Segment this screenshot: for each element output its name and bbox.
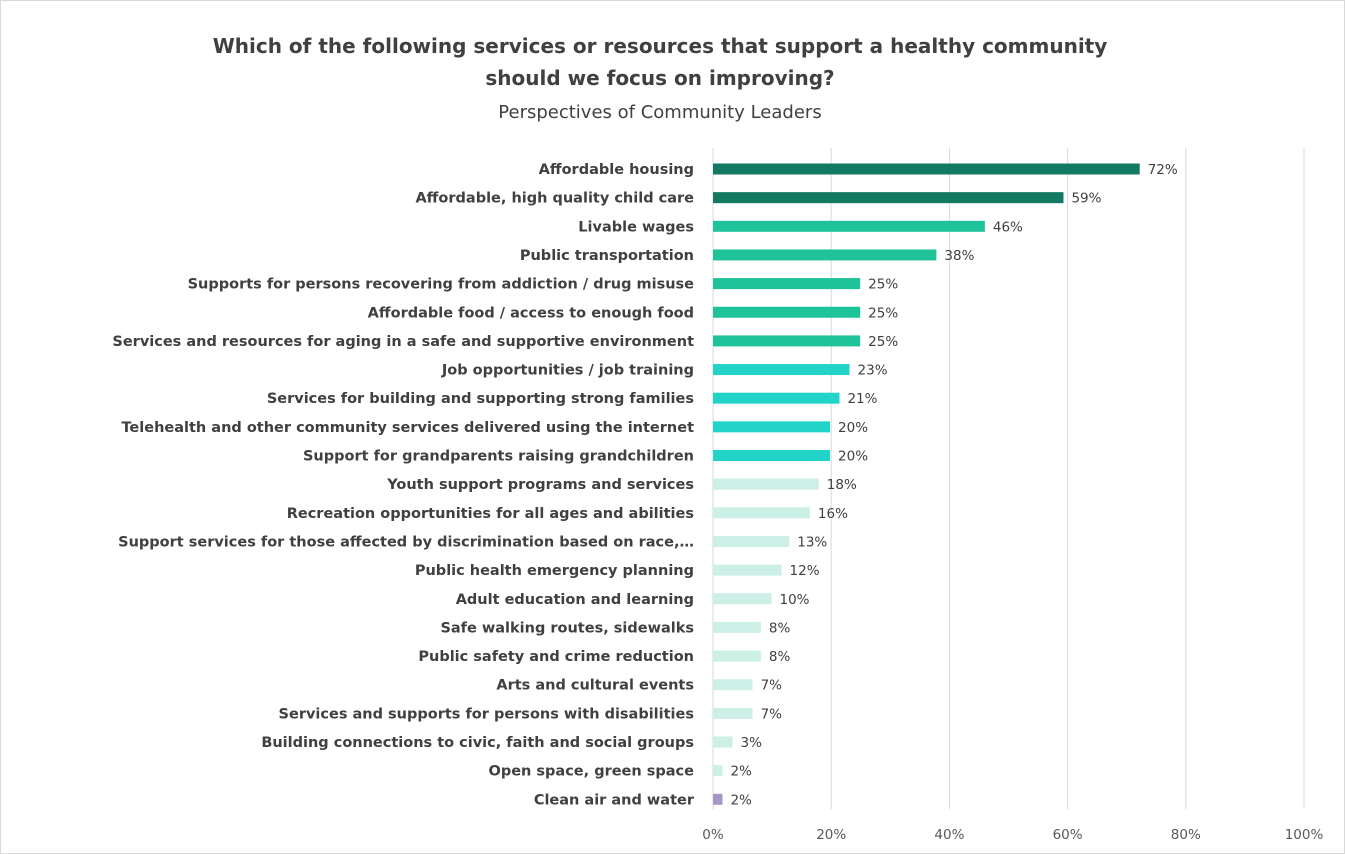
category-label: Affordable, high quality child care — [415, 191, 694, 207]
data-label: 21% — [847, 391, 877, 407]
data-label: 23% — [858, 363, 888, 379]
data-label: 59% — [1071, 191, 1101, 207]
category-label: Telehealth and other community services … — [121, 420, 694, 436]
bar — [713, 450, 831, 461]
x-tick-label: 0% — [702, 827, 724, 843]
bar — [713, 765, 723, 777]
bar — [713, 564, 782, 576]
data-label: 7% — [761, 706, 783, 722]
bar — [713, 478, 819, 490]
category-label: Clean air and water — [534, 792, 695, 808]
bar — [713, 392, 840, 404]
category-label: Recreation opportunities for all ages an… — [287, 506, 694, 522]
category-label: Support for grandparents raising grandch… — [303, 449, 694, 465]
chart-subtitle: Perspectives of Community Leaders — [498, 102, 822, 123]
category-label: Supports for persons recovering from add… — [188, 277, 695, 293]
data-label: 2% — [730, 792, 752, 808]
data-label: 8% — [769, 649, 791, 665]
category-label: Building connections to civic, faith and… — [261, 735, 694, 751]
category-label: Affordable housing — [539, 162, 694, 178]
data-label: 38% — [944, 248, 974, 264]
data-labels: 72% 59% 46% 38% 25% 25% 25% 23% 21% 20% 20% 18% 16% 1… — [730, 162, 1177, 808]
data-label: 25% — [868, 277, 898, 293]
bar — [713, 621, 761, 633]
category-label: Public safety and crime reduction — [418, 649, 694, 665]
data-label: 46% — [993, 219, 1023, 235]
category-label: Arts and cultural events — [496, 678, 694, 694]
bar — [713, 192, 1064, 204]
data-label: 16% — [818, 506, 848, 522]
category-label: Safe walking routes, sidewalks — [440, 620, 694, 636]
bar — [713, 163, 1140, 175]
category-label: Public health emergency planning — [415, 563, 694, 579]
bar — [713, 421, 831, 433]
category-label: Public transportation — [520, 248, 694, 264]
bar — [713, 707, 753, 719]
data-label: 8% — [769, 620, 791, 636]
category-label: Services and supports for persons with d… — [279, 706, 694, 722]
category-label: Job opportunities / job training — [441, 363, 694, 379]
category-label: Services for building and supporting str… — [267, 391, 694, 407]
data-label: 10% — [780, 592, 810, 608]
bar — [713, 306, 861, 318]
gridlines — [712, 148, 1305, 809]
bar — [713, 249, 937, 261]
category-label: Services and resources for aging in a sa… — [112, 334, 694, 350]
x-tick-label: 100% — [1285, 827, 1324, 843]
data-label: 72% — [1148, 162, 1178, 178]
data-label: 13% — [797, 534, 827, 550]
x-tick-label: 40% — [934, 827, 964, 843]
bar — [713, 220, 985, 232]
bar — [713, 593, 772, 605]
bar — [713, 364, 850, 376]
x-tick-label: 20% — [816, 827, 846, 843]
bar — [713, 507, 810, 519]
data-label: 12% — [790, 563, 820, 579]
category-label: Youth support programs and services — [386, 477, 694, 493]
data-label: 3% — [741, 735, 763, 751]
category-label: Open space, green space — [489, 764, 695, 780]
x-tick-label: 60% — [1053, 827, 1083, 843]
bar — [713, 793, 723, 805]
category-label: Livable wages — [578, 219, 694, 235]
bar — [713, 335, 861, 347]
bar — [713, 278, 861, 290]
bars — [713, 163, 1140, 805]
x-tick-label: 80% — [1171, 827, 1201, 843]
category-labels: Affordable housing Affordable, high quali… — [112, 162, 694, 808]
data-label: 7% — [761, 678, 783, 694]
bar — [713, 535, 790, 547]
bar — [713, 736, 733, 748]
bar — [713, 679, 753, 691]
chart-title: Which of the following services or resou… — [212, 34, 1108, 90]
bar — [713, 650, 761, 662]
data-label: 25% — [868, 305, 898, 321]
data-label: 18% — [827, 477, 857, 493]
data-label: 20% — [838, 449, 868, 465]
category-label: Affordable food / access to enough food — [368, 305, 694, 321]
category-label: Support services for those affected by d… — [118, 534, 694, 550]
data-label: 25% — [868, 334, 898, 350]
x-axis-ticks: 0% 20% 40% 60% 80% 100% — [702, 827, 1323, 843]
data-label: 20% — [838, 420, 868, 436]
data-label: 2% — [730, 764, 752, 780]
category-label: Adult education and learning — [456, 592, 694, 608]
